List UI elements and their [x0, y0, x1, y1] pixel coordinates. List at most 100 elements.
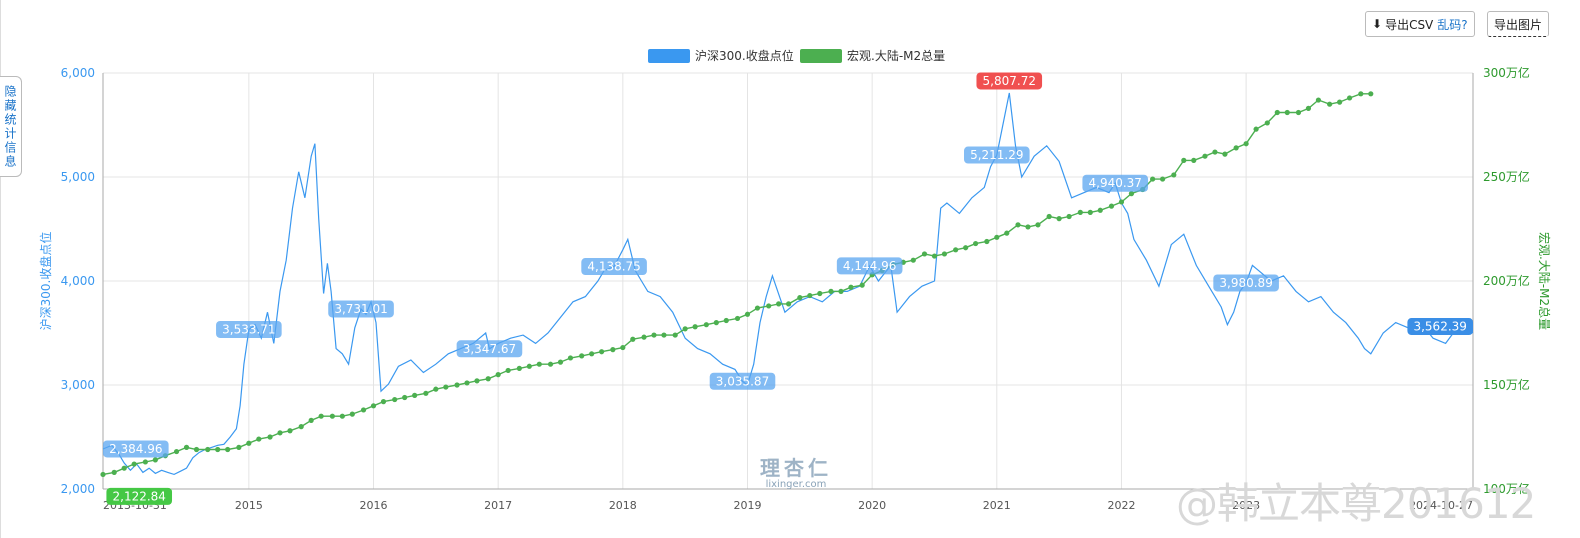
series-point-m2: [838, 288, 844, 294]
data-label-hs300: 3,035.87: [716, 374, 769, 388]
series-point-m2: [100, 471, 106, 478]
series-point-m2: [641, 334, 647, 340]
series-point-m2: [1295, 109, 1302, 116]
series-point-m2: [692, 324, 698, 330]
series-point-m2: [256, 436, 262, 442]
series-point-m2: [651, 332, 657, 338]
series-point-m2: [1253, 126, 1259, 132]
y-right-tick-label: 300万亿: [1483, 65, 1530, 80]
series-point-m2: [1025, 224, 1031, 230]
garbled-help-link[interactable]: 乱码?: [1437, 17, 1468, 32]
export-image-button[interactable]: 导出图片: [1487, 11, 1550, 37]
series-point-m2: [973, 240, 979, 247]
series-point-m2: [797, 295, 803, 301]
series-point-m2: [921, 251, 928, 257]
series-point-m2: [495, 372, 501, 378]
data-label-hs300-bg: [581, 258, 647, 276]
hide-stats-tab[interactable]: 隐藏统计信息: [0, 76, 22, 177]
series-point-m2: [557, 359, 564, 365]
series-point-m2: [318, 413, 324, 419]
series-point-m2: [859, 282, 865, 288]
series-point-m2: [630, 336, 636, 342]
series-point-m2: [536, 361, 542, 367]
legend-swatch-series-2: [800, 49, 842, 63]
data-label-hs300-bg: [216, 320, 282, 338]
series-point-m2: [152, 457, 158, 463]
series-point-m2: [173, 448, 180, 455]
series-line-m2: [102, 93, 1371, 476]
logo-en-text: lixinger.com: [765, 479, 827, 490]
series-point-m2: [339, 413, 345, 419]
export-image-label: 导出图片: [1494, 17, 1543, 32]
series-point-m2: [744, 311, 751, 317]
data-label-hs300-bg: [976, 72, 1043, 90]
series-point-m2: [360, 407, 367, 413]
series-point-m2: [111, 469, 117, 475]
series-point-m2: [1015, 222, 1021, 228]
data-label-hs300-bg: [1407, 318, 1473, 336]
data-label-hs300-bg: [103, 440, 169, 458]
series-point-m2: [1056, 216, 1062, 222]
data-label-hs300-bg: [964, 146, 1030, 164]
series-point-m2: [941, 251, 948, 257]
series-point-m2: [1004, 230, 1010, 236]
series-point-m2: [433, 386, 439, 392]
series-point-m2: [380, 399, 387, 405]
series-point-m2: [953, 247, 959, 253]
series-point-m2: [610, 347, 616, 353]
series-point-m2: [1066, 213, 1072, 220]
data-label-hs300-bg: [1082, 174, 1149, 192]
export-csv-button[interactable]: ⬇ 导出CSV 乱码?: [1365, 11, 1475, 37]
series-point-m2: [713, 320, 719, 326]
series-point-m2: [402, 394, 408, 401]
x-tick-label: 2022: [1107, 499, 1135, 512]
series-point-m2: [131, 461, 137, 467]
series-point-m2: [267, 434, 273, 440]
data-label-hs300: 5,807.72: [983, 74, 1036, 88]
series-point-m2: [754, 305, 761, 311]
series-point-m2: [848, 284, 854, 290]
x-tick-label: 2023: [1232, 499, 1260, 512]
legend-swatch-series-1: [648, 49, 690, 63]
series-point-m2: [1337, 99, 1343, 105]
x-tick-label: 2018: [609, 499, 637, 512]
series-point-m2: [766, 303, 772, 309]
series-point-m2: [703, 322, 709, 328]
series-point-m2: [1243, 141, 1249, 147]
series-point-m2: [349, 411, 355, 417]
series-point-m2: [287, 428, 293, 434]
series-point-m2: [682, 326, 688, 332]
weibo-watermark: @韩立本尊201612: [1176, 479, 1536, 528]
series-point-m2: [392, 396, 398, 403]
lixinger-logo: 理杏仁 lixinger.com: [760, 452, 832, 490]
x-tick-label: 2021: [983, 499, 1011, 512]
data-label-hs300-bg: [456, 340, 523, 358]
y-left-tick-label: 2,000: [61, 482, 95, 496]
x-tick-label: 2019: [733, 499, 761, 512]
series-point-m2: [277, 430, 283, 436]
series-point-m2: [828, 288, 834, 294]
series-point-m2: [485, 376, 491, 382]
series-point-m2: [454, 382, 460, 388]
series-point-m2: [423, 390, 429, 396]
series-point-m2: [776, 301, 782, 307]
series-point-m2: [620, 344, 626, 351]
x-tick-label: 2020: [858, 499, 886, 512]
series-point-m2: [1305, 105, 1312, 111]
series-point-m2: [994, 234, 1000, 240]
series-point-m2: [308, 417, 314, 423]
series-point-m2: [1181, 157, 1187, 163]
series-point-m2: [723, 317, 729, 324]
series-point-m2: [734, 315, 741, 322]
series-point-m2: [505, 367, 511, 374]
y-right-tick-label: 250万亿: [1483, 169, 1530, 184]
y-left-axis-title: 沪深300.收盘点位: [38, 232, 53, 331]
y-left-tick-label: 5,000: [61, 170, 95, 184]
series-point-m2: [910, 257, 916, 263]
series-point-m2: [205, 446, 211, 453]
series-point-m2: [1264, 120, 1270, 126]
y-right-tick-label: 100万亿: [1483, 481, 1530, 496]
x-tick-label: 2024-10-27: [1409, 499, 1473, 512]
series-point-m2: [1346, 95, 1353, 101]
